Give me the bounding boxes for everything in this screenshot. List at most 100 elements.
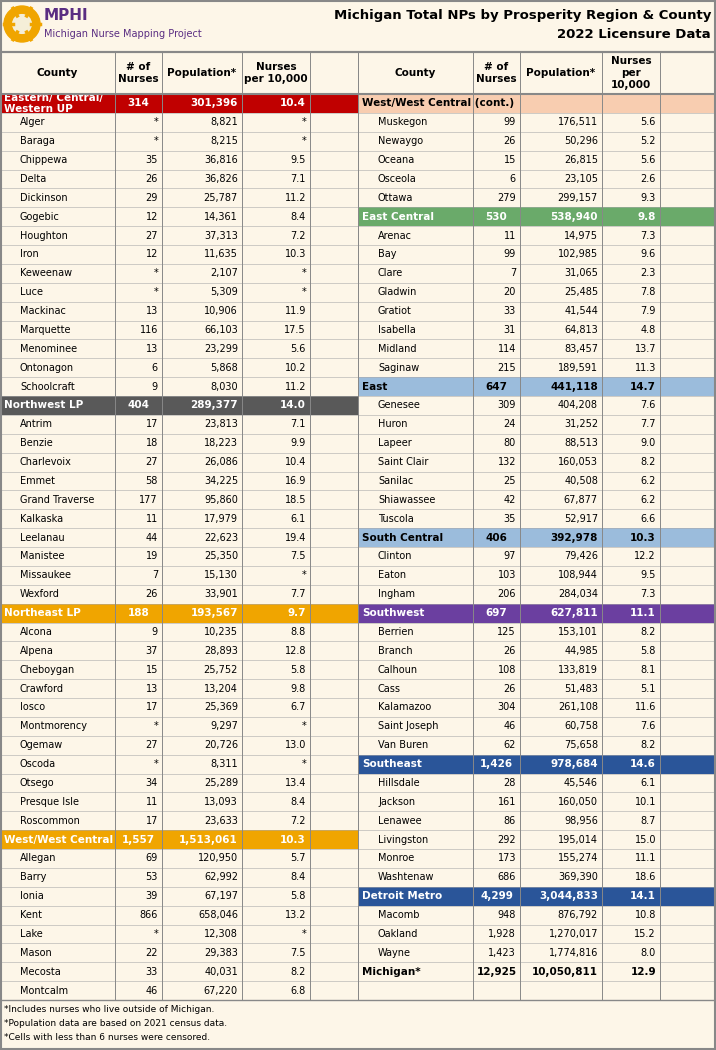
Text: 1,774,816: 1,774,816 <box>548 948 598 958</box>
Bar <box>358 301 716 320</box>
Text: 16.9: 16.9 <box>285 476 306 486</box>
Text: 13,093: 13,093 <box>204 797 238 806</box>
Bar <box>0 358 358 377</box>
Text: 10,050,811: 10,050,811 <box>532 967 598 977</box>
Text: 67,220: 67,220 <box>204 986 238 995</box>
Text: Ionia: Ionia <box>20 891 44 901</box>
Text: 9.5: 9.5 <box>291 155 306 165</box>
Text: 51,483: 51,483 <box>564 684 598 694</box>
Text: 5.8: 5.8 <box>291 665 306 675</box>
Text: Population*: Population* <box>168 68 236 78</box>
Text: 39: 39 <box>146 891 158 901</box>
Text: County: County <box>37 68 78 78</box>
Bar <box>358 660 716 679</box>
Bar <box>0 962 358 981</box>
Bar <box>358 849 716 868</box>
Text: 20: 20 <box>503 288 516 297</box>
Bar <box>0 226 358 245</box>
Text: 50,296: 50,296 <box>564 136 598 146</box>
Text: 8,821: 8,821 <box>211 118 238 127</box>
Text: 1,928: 1,928 <box>488 929 516 939</box>
Text: 42: 42 <box>503 495 516 505</box>
Text: *: * <box>153 721 158 731</box>
Text: 15: 15 <box>503 155 516 165</box>
Text: 45,546: 45,546 <box>564 778 598 788</box>
Text: 8.2: 8.2 <box>641 627 656 637</box>
Text: 44: 44 <box>146 532 158 543</box>
Text: 161: 161 <box>498 797 516 806</box>
Bar <box>0 509 358 528</box>
Text: Shiawassee: Shiawassee <box>378 495 435 505</box>
Text: 658,046: 658,046 <box>198 910 238 920</box>
Text: Isabella: Isabella <box>378 324 416 335</box>
Text: 9.9: 9.9 <box>291 438 306 448</box>
Text: 7.7: 7.7 <box>291 589 306 600</box>
Text: 97: 97 <box>503 551 516 562</box>
Text: 9.3: 9.3 <box>641 193 656 203</box>
Text: 10.3: 10.3 <box>280 835 306 844</box>
Text: 978,684: 978,684 <box>551 759 598 769</box>
Text: 108,944: 108,944 <box>558 570 598 581</box>
Text: Grand Traverse: Grand Traverse <box>20 495 95 505</box>
Text: 132: 132 <box>498 457 516 467</box>
Text: *: * <box>301 118 306 127</box>
Text: Gogebic: Gogebic <box>20 212 60 222</box>
Text: 5.8: 5.8 <box>291 891 306 901</box>
Text: 530: 530 <box>485 212 508 222</box>
Text: 697: 697 <box>485 608 508 618</box>
Text: 12,925: 12,925 <box>476 967 516 977</box>
Text: 686: 686 <box>498 873 516 882</box>
Text: Keweenaw: Keweenaw <box>20 269 72 278</box>
Text: Roscommon: Roscommon <box>20 816 80 825</box>
Text: Wayne: Wayne <box>378 948 411 958</box>
Circle shape <box>13 15 32 34</box>
Bar <box>0 698 358 717</box>
Text: 11.1: 11.1 <box>630 608 656 618</box>
Bar <box>0 415 358 434</box>
Bar <box>358 623 716 642</box>
Text: Oceana: Oceana <box>378 155 415 165</box>
Text: 7: 7 <box>152 570 158 581</box>
Text: 120,950: 120,950 <box>198 854 238 863</box>
Text: 125: 125 <box>498 627 516 637</box>
Bar <box>0 774 358 793</box>
Text: Branch: Branch <box>378 646 412 656</box>
Text: Ottawa: Ottawa <box>378 193 413 203</box>
Text: Mecosta: Mecosta <box>20 967 61 977</box>
Text: 13: 13 <box>146 684 158 694</box>
Text: 99: 99 <box>504 118 516 127</box>
Text: 14.6: 14.6 <box>630 759 656 769</box>
Text: 314: 314 <box>127 99 150 108</box>
Text: Arenac: Arenac <box>378 231 412 240</box>
Text: 7.3: 7.3 <box>641 589 656 600</box>
Text: County: County <box>395 68 436 78</box>
Bar <box>0 453 358 471</box>
Text: Kalkaska: Kalkaska <box>20 513 63 524</box>
Text: 1,426: 1,426 <box>480 759 513 769</box>
Bar <box>358 547 716 566</box>
Bar <box>358 396 716 415</box>
Bar <box>0 169 358 188</box>
Text: 8.0: 8.0 <box>641 948 656 958</box>
Text: 289,377: 289,377 <box>190 400 238 411</box>
Text: 406: 406 <box>485 532 508 543</box>
Bar <box>358 150 716 169</box>
Text: Muskegon: Muskegon <box>378 118 427 127</box>
Text: 215: 215 <box>498 362 516 373</box>
Text: 9.0: 9.0 <box>641 438 656 448</box>
Bar <box>358 679 716 698</box>
Text: 17: 17 <box>145 702 158 713</box>
Bar <box>358 358 716 377</box>
Text: Schoolcraft: Schoolcraft <box>20 381 74 392</box>
Text: 26: 26 <box>145 589 158 600</box>
Bar <box>0 642 358 660</box>
Bar <box>358 905 716 924</box>
Text: 1,423: 1,423 <box>488 948 516 958</box>
Bar <box>358 943 716 962</box>
Text: 46: 46 <box>504 721 516 731</box>
Text: 5.8: 5.8 <box>641 646 656 656</box>
Text: 17,979: 17,979 <box>204 513 238 524</box>
Text: Alcona: Alcona <box>20 627 53 637</box>
Text: MPHI: MPHI <box>44 7 89 22</box>
Text: Alpena: Alpena <box>20 646 54 656</box>
